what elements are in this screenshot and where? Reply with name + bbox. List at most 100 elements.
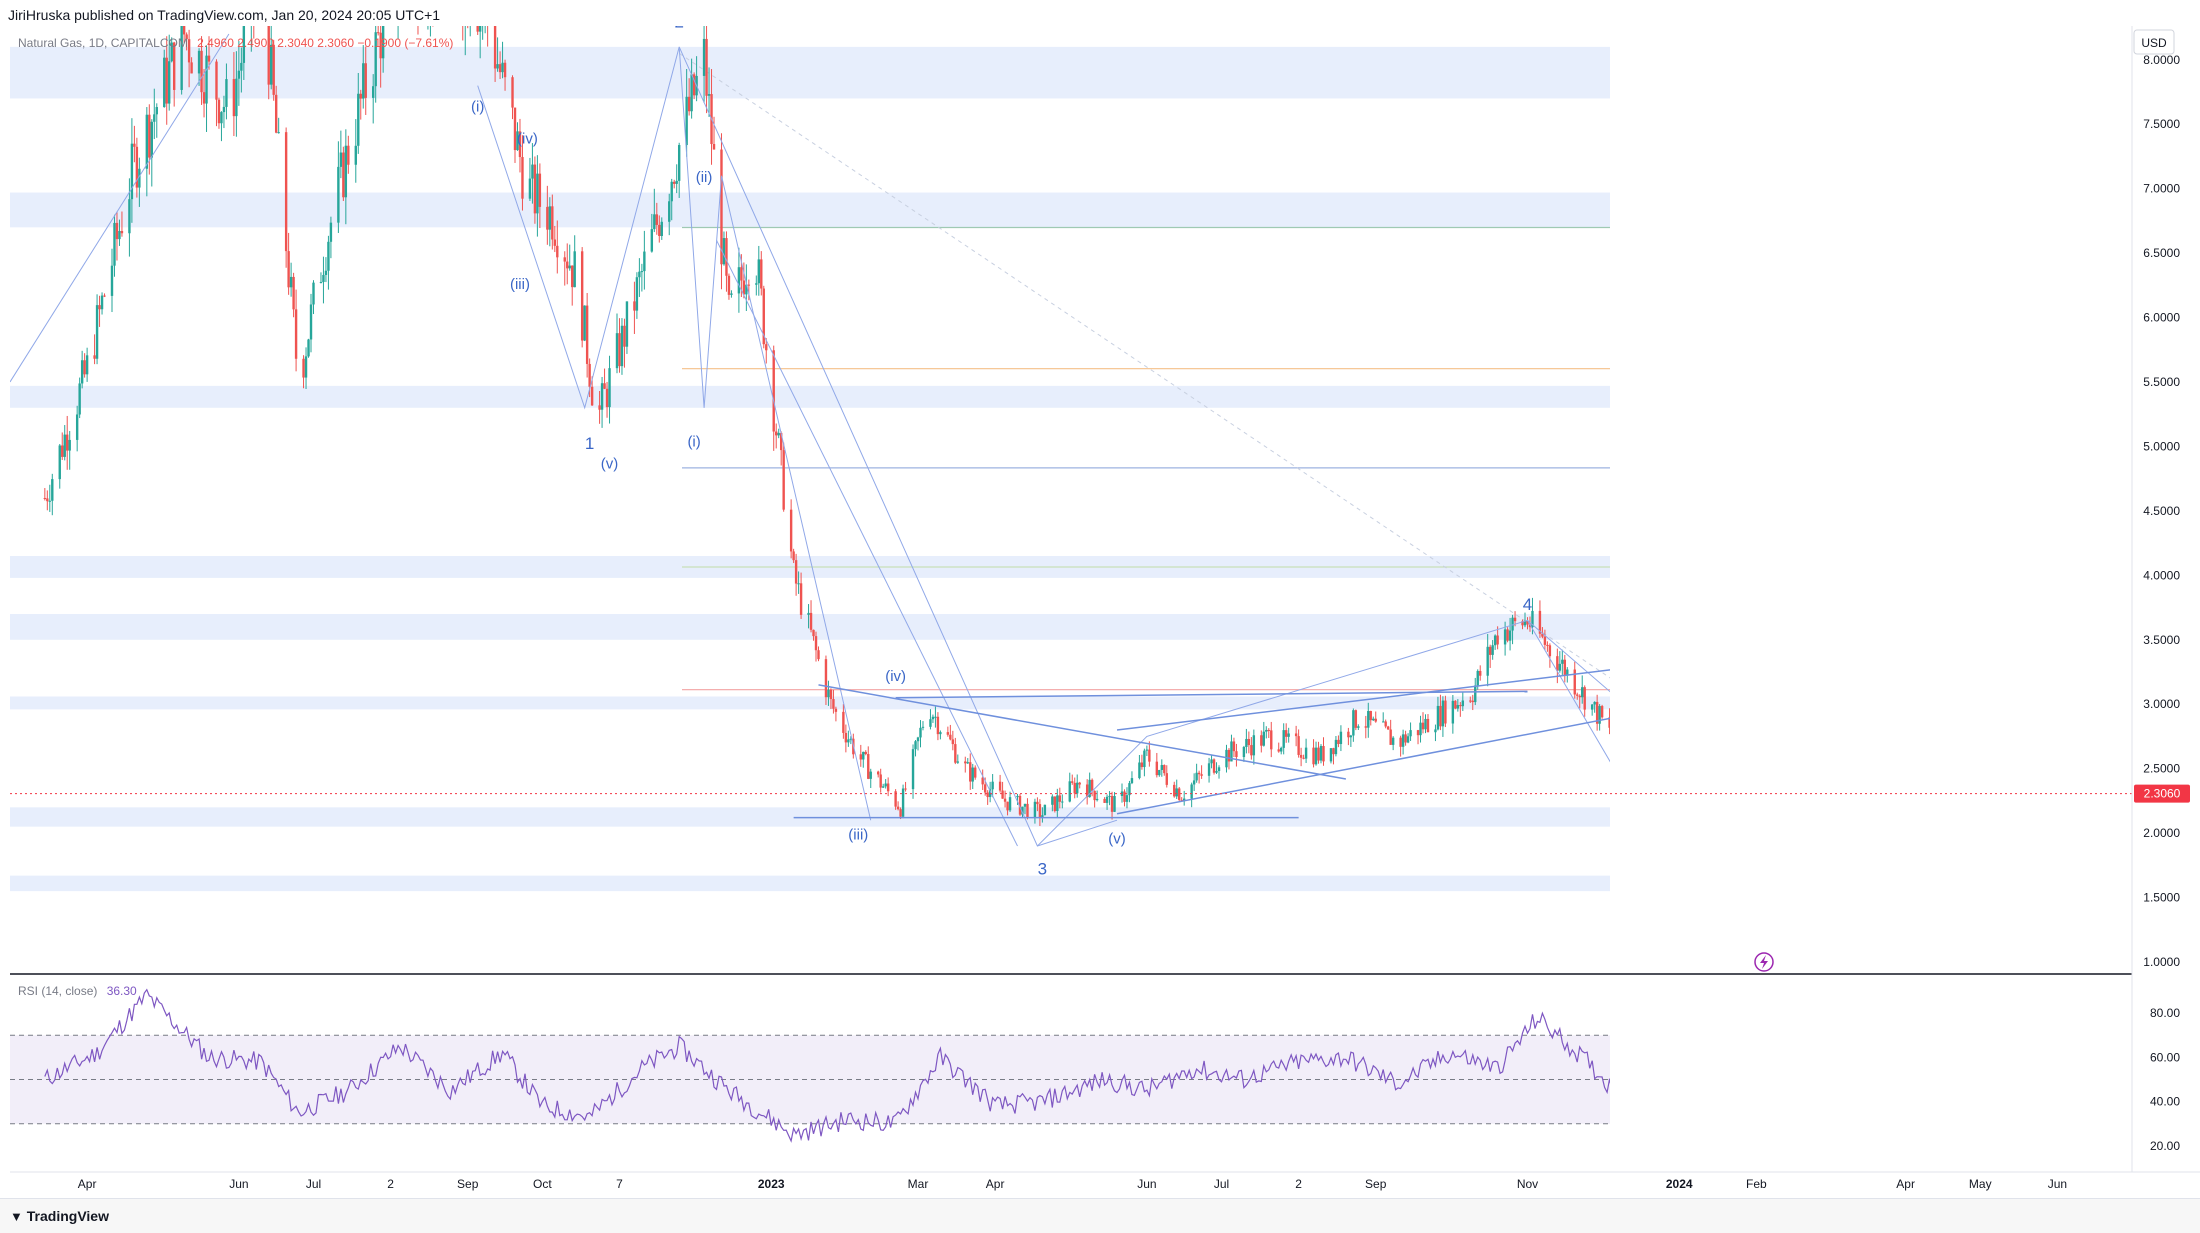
candle-body <box>847 739 850 743</box>
candle-body <box>1576 694 1579 696</box>
time-tick-label: Jun <box>2048 1177 2067 1191</box>
candle-body <box>83 360 86 375</box>
candle-body <box>1573 669 1576 695</box>
candle-body <box>110 265 114 296</box>
candle-body <box>1297 736 1300 755</box>
candle-body <box>931 716 935 720</box>
candle-body <box>1128 783 1131 796</box>
time-tick-label: Jul <box>306 1177 321 1191</box>
event-marker-icon[interactable] <box>1754 952 1774 972</box>
currency-button[interactable]: USD <box>2133 29 2175 55</box>
candle-body <box>1076 782 1079 794</box>
candle-body <box>1302 757 1305 759</box>
candle-body <box>222 106 226 113</box>
rsi-tick-label: 40.00 <box>2150 1095 2180 1109</box>
candle-body <box>1123 791 1126 802</box>
candle-body <box>397 3 399 12</box>
price-candles <box>43 0 1720 827</box>
candle-body <box>302 358 305 378</box>
candle-body <box>1578 695 1581 698</box>
candle-body <box>235 78 238 117</box>
candle-body <box>1718 764 1720 780</box>
candle-body <box>128 199 131 234</box>
candle-body <box>901 788 905 817</box>
candle-body <box>1493 635 1497 646</box>
tradingview-logo[interactable]: ▼ TradingView <box>10 1208 109 1224</box>
candle-body <box>814 636 818 651</box>
candle-body <box>182 26 186 35</box>
wave-label: (ii) <box>696 169 713 186</box>
candle-body <box>379 32 382 59</box>
candle-body <box>817 650 820 660</box>
candle-body <box>670 181 673 202</box>
wave-label: (iv) <box>1806 788 1827 805</box>
candle-body <box>389 0 391 4</box>
candle-body <box>1093 790 1096 801</box>
candle-body <box>270 44 273 85</box>
time-tick-label: Oct <box>533 1177 552 1191</box>
candle-body <box>1319 746 1323 761</box>
candle-body <box>1546 644 1549 646</box>
candle-body <box>921 726 925 728</box>
rsi-value: 36.30 <box>107 984 137 998</box>
rsi-pane[interactable] <box>10 988 2132 1143</box>
candle-body <box>197 50 201 74</box>
candle-body <box>1056 795 1059 812</box>
candle-body <box>1389 729 1392 745</box>
candle-body <box>1304 747 1308 759</box>
candle-body <box>1332 748 1335 755</box>
time-axis[interactable]: Apr Jun Jul 2 Sep Oct 7 2023 Mar Apr Jun Jul 2 Sep Nov… <box>78 1177 2067 1191</box>
candle-body <box>150 121 153 158</box>
price-axis[interactable]: 8.0000 7.5000 7.0000 6.5000 6.0000 5.5000 5.00… <box>2143 53 2180 969</box>
candle-body <box>289 276 293 288</box>
candle-body <box>1125 795 1129 802</box>
candle-body <box>417 0 419 19</box>
candle-body <box>692 74 696 96</box>
candle-body <box>1503 629 1507 645</box>
fibonacci-levels: 0.786 (6.6987) 0.618 (5.6034) 0.5 (4.8340)… <box>678 52 1610 691</box>
wave-label: (iv) <box>885 668 906 685</box>
candle-body <box>877 771 880 775</box>
candle-body <box>1556 656 1559 671</box>
candle-body <box>1105 796 1109 803</box>
candle-body <box>904 788 907 790</box>
candle-body <box>1043 804 1047 816</box>
wave-label: (v) <box>1867 934 1885 951</box>
candle-body <box>486 0 488 21</box>
candle-body <box>844 732 848 743</box>
candle-body <box>911 749 915 790</box>
price-pane[interactable]: 0.786 (6.6987) 0.618 (5.6034) 0.5 (4.8340)… <box>10 0 2132 951</box>
candle-body <box>459 0 461 8</box>
wave-label: (v) <box>1108 830 1126 847</box>
wave-path <box>1037 619 1610 847</box>
candle-body <box>1299 754 1303 758</box>
candle-body <box>1531 610 1534 628</box>
price-tick-label: 4.5000 <box>2143 504 2180 518</box>
candle-body <box>1401 734 1405 747</box>
candle-body <box>742 280 746 295</box>
candle-body <box>1232 741 1236 752</box>
time-tick-label: Feb <box>1746 1177 1767 1191</box>
candle-body <box>165 57 168 104</box>
candle-body <box>1488 646 1492 655</box>
rsi-axis[interactable]: 80.00 60.00 40.00 20.00 <box>2150 1006 2180 1153</box>
candle-body <box>1595 701 1599 724</box>
candle-body <box>1616 732 1618 741</box>
candle-body <box>168 61 171 104</box>
candle-body <box>63 434 66 457</box>
candle-body <box>864 751 867 755</box>
candle-body <box>1434 729 1437 733</box>
candle-body <box>1671 736 1673 755</box>
time-tick-label: Jun <box>229 1177 248 1191</box>
wave-label: (iii) <box>848 827 868 844</box>
candle-body <box>824 659 828 698</box>
candle-body <box>998 781 1002 791</box>
candle-body <box>707 94 711 96</box>
candle-body <box>1715 755 1717 764</box>
candle-body <box>1404 734 1407 743</box>
wave-label: (iii) <box>510 276 530 293</box>
candle-body <box>946 732 950 735</box>
candle-body <box>1095 798 1099 801</box>
candle-body <box>1441 700 1445 727</box>
